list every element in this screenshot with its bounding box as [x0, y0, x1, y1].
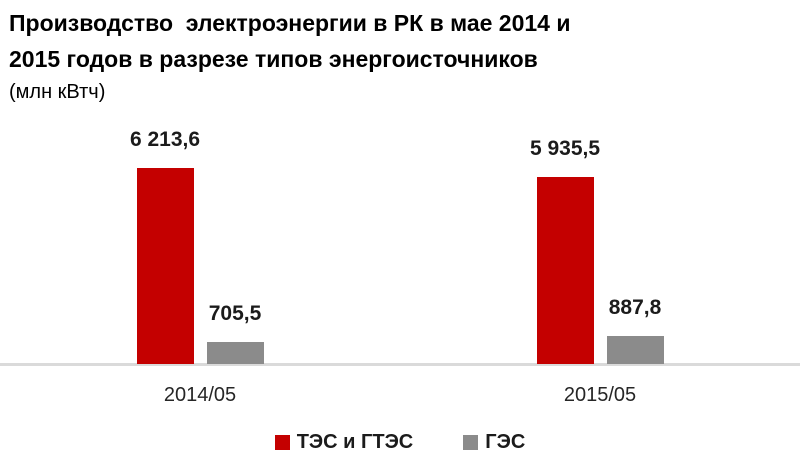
value-label-тэс-и-гтэс-2015-05: 5 935,5	[529, 137, 601, 160]
bar-тэс-и-гтэс-2015-05	[536, 177, 594, 364]
bar-гэс-2015-05	[606, 336, 664, 364]
value-label-гэс-2014-05: 705,5	[208, 302, 262, 325]
value-label-гэс-2015-05: 887,8	[608, 296, 662, 319]
legend-swatch-icon	[274, 434, 290, 450]
chart-title-line-1: Производство электроэнергии в РК в мае 2…	[9, 10, 571, 36]
chart-unit-label: (млн кВтч)	[9, 81, 106, 103]
chart-title: Производство электроэнергии в РК в мае 2…	[9, 5, 571, 107]
legend-item-тэс-и-гтэс: ТЭС и ГТЭС	[274, 431, 414, 453]
legend-swatch-icon	[463, 434, 479, 450]
category-label-2014-05: 2014/05	[163, 384, 237, 406]
legend-label: ГЭС	[485, 431, 526, 453]
chart-legend: ТЭС и ГТЭС ГЭС	[0, 431, 800, 453]
category-label-2015-05: 2015/05	[563, 384, 637, 406]
bar-гэс-2014-05	[206, 342, 264, 364]
chart-title-line-2: 2015 годов в разрезе типов энергоисточни…	[9, 46, 538, 72]
bar-тэс-и-гтэс-2014-05	[136, 168, 194, 364]
value-label-тэс-и-гтэс-2014-05: 6 213,6	[129, 128, 201, 151]
legend-item-гэс: ГЭС	[463, 431, 525, 453]
x-axis-line	[0, 363, 800, 366]
legend-label: ТЭС и ГТЭС	[296, 431, 414, 453]
